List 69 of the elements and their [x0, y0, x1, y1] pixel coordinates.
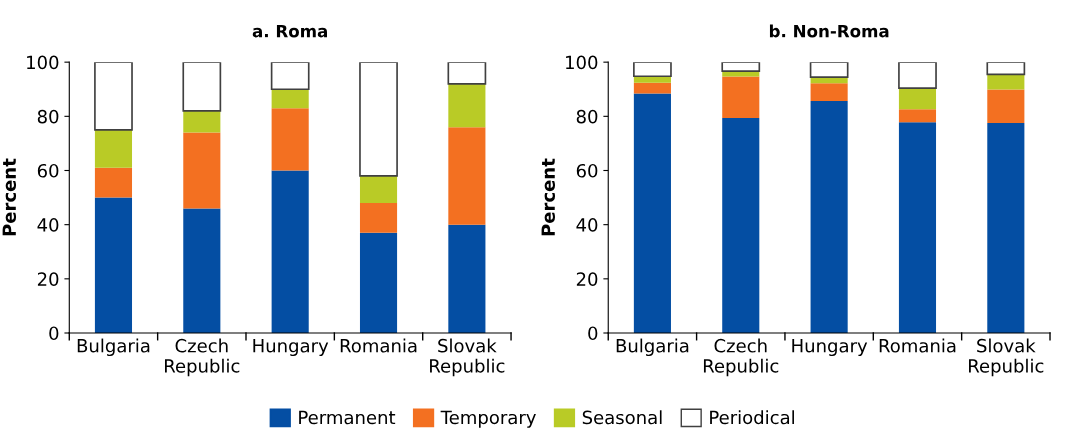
- bar: [448, 127, 486, 225]
- x-tick-label: Slovak Republic: [430, 338, 505, 377]
- y-tick-label: 20: [37, 272, 59, 286]
- y-tick-label: 80: [37, 109, 59, 124]
- bar: [633, 82, 671, 94]
- bar: [271, 108, 309, 171]
- y-tick-label: 0: [49, 326, 59, 341]
- bar: [633, 62, 672, 78]
- bar: [722, 76, 760, 118]
- bar: [183, 132, 221, 209]
- bar: [987, 89, 1025, 124]
- bar: [898, 62, 937, 89]
- x-tick-label: Hungary: [792, 339, 868, 357]
- bar: [94, 62, 133, 131]
- bar: [810, 100, 848, 333]
- legend-label: Seasonal: [582, 410, 662, 425]
- bar: [270, 62, 310, 91]
- x-tick-label: Bulgaria: [77, 338, 150, 357]
- bar: [94, 129, 133, 168]
- bar: [722, 117, 760, 333]
- bar: [987, 123, 1025, 333]
- bar: [359, 203, 398, 233]
- bar: [271, 170, 309, 333]
- y-tick-label: 0: [588, 326, 598, 341]
- bar: [359, 62, 398, 177]
- legend-label: Permanent: [299, 410, 396, 425]
- bar: [183, 110, 221, 133]
- bar: [721, 62, 761, 72]
- y-tick-label: 60: [37, 163, 59, 178]
- x-tick-label: Hungary: [253, 339, 329, 357]
- x-tick-label: Czech Republic: [165, 338, 240, 377]
- legend-label: Periodical: [710, 410, 794, 425]
- bar: [898, 122, 937, 333]
- y-tick-label: 40: [37, 218, 59, 232]
- x-tick-label: Romania: [879, 338, 956, 353]
- x-tick-label: Slovak Republic: [969, 338, 1044, 377]
- legend-label: Temporary: [440, 410, 536, 428]
- bar: [898, 109, 937, 123]
- chart-title: b. Non-Roma: [769, 24, 889, 38]
- y-tick-label: 100: [27, 55, 59, 70]
- x-tick-label: Romania: [340, 338, 417, 353]
- bar: [94, 167, 133, 198]
- y-tick-label: 100: [566, 55, 598, 70]
- bar: [633, 76, 671, 83]
- bar: [359, 232, 398, 333]
- y-tick-label: 20: [576, 272, 598, 286]
- bar: [271, 89, 309, 109]
- bar: [182, 62, 222, 112]
- bar: [448, 83, 486, 128]
- bar: [447, 62, 487, 85]
- bar: [633, 93, 671, 333]
- bar: [987, 74, 1025, 90]
- bar: [986, 62, 1026, 76]
- y-tick-label: 80: [576, 109, 598, 124]
- bar: [810, 83, 848, 101]
- y-axis-title: Percent: [541, 158, 555, 236]
- bar: [359, 175, 398, 203]
- bar: [898, 88, 937, 110]
- chart-title: a. Roma: [252, 25, 327, 38]
- bar: [722, 71, 760, 77]
- y-axis-title: Percent: [2, 158, 17, 236]
- bar: [448, 224, 486, 333]
- x-tick-label: Bulgaria: [616, 338, 689, 357]
- y-tick-label: 60: [576, 163, 598, 178]
- bar: [94, 197, 133, 333]
- y-tick-label: 40: [576, 218, 598, 232]
- bar: [183, 208, 221, 333]
- x-tick-label: Czech Republic: [703, 338, 779, 377]
- bar: [809, 62, 849, 78]
